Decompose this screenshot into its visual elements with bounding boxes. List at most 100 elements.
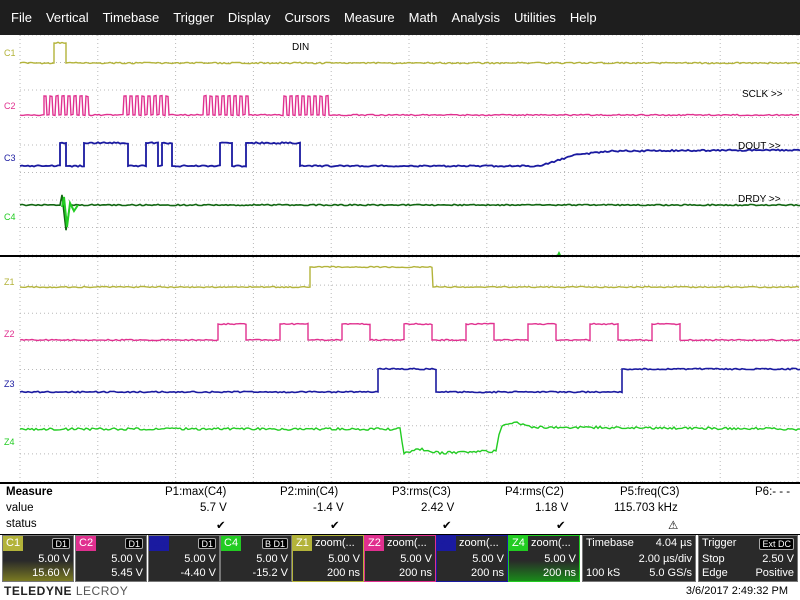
- param-p4-value: 1.18 V: [535, 502, 568, 514]
- param-p1-name[interactable]: P1:max(C4): [165, 486, 226, 498]
- descriptor-scale: 5.00 V: [256, 553, 288, 565]
- timebase-rate: 5.0 GS/s: [649, 567, 692, 579]
- trace-c2: [20, 96, 799, 116]
- label-drdy: DRDY >>: [738, 194, 781, 205]
- menu-measure[interactable]: Measure: [337, 0, 402, 35]
- label-c4: C4: [4, 212, 16, 222]
- descriptor-scale: 5.00 V: [111, 553, 143, 565]
- trace-c3: [20, 142, 800, 166]
- descriptor-scale: 5.00 V: [184, 553, 216, 565]
- param-p2-status-check-icon: ✔: [330, 518, 340, 532]
- trace-z2: [20, 323, 800, 340]
- timebase-delay: 4.04 µs: [656, 537, 692, 549]
- main-grid[interactable]: C1 C2 C3 C4 DIN SCLK >> DOUT >> DRDY >>: [0, 35, 800, 255]
- descriptor-tag: C3: [149, 536, 169, 551]
- descriptor-tag: Z2: [365, 536, 384, 551]
- trigger-descriptor[interactable]: Trigger Ext DC Stop 2.50 V Edge Positive: [698, 535, 798, 582]
- descriptor-z2[interactable]: Z2 zoom(... 5.00 V 200 ns: [364, 535, 436, 582]
- descriptor-c3[interactable]: C3 D1 5.00 V -4.40 V: [148, 535, 220, 582]
- param-p2-name[interactable]: P2:min(C4): [280, 486, 338, 498]
- label-c2: C2: [4, 101, 16, 111]
- descriptor-scale: 5.00 V: [38, 553, 70, 565]
- trigger-level: 2.50 V: [762, 553, 794, 565]
- label-z3: Z3: [4, 379, 15, 389]
- descriptor-tag: C4: [221, 536, 241, 551]
- menu-timebase[interactable]: Timebase: [96, 0, 167, 35]
- param-p3-value: 2.42 V: [421, 502, 454, 514]
- trace-z4: [20, 422, 800, 454]
- measure-panel: Measure P1:max(C4) P2:min(C4) P3:rms(C3)…: [0, 484, 800, 534]
- menu-utilities[interactable]: Utilities: [507, 0, 563, 35]
- descriptor-offset: 5.45 V: [111, 567, 143, 579]
- descriptor-badge: D1: [52, 538, 70, 549]
- descriptor-offset: 200 ns: [471, 567, 504, 579]
- menu-display[interactable]: Display: [221, 0, 278, 35]
- menu-bar: File Vertical Timebase Trigger Display Cursor…: [0, 0, 800, 35]
- date-time: 3/6/2017 2:49:32 PM: [686, 585, 788, 597]
- descriptor-tag: Z3: [437, 536, 456, 551]
- trace-z3: [20, 368, 800, 392]
- param-p5-value: 115.703 kHz: [614, 502, 678, 514]
- main-waveform-area[interactable]: C1 C2 C3 C4 DIN SCLK >> DOUT >> DRDY >>: [0, 35, 800, 255]
- descriptor-c1[interactable]: C1 D1 5.00 V 15.60 V: [2, 535, 74, 582]
- param-p5-name[interactable]: P5:freq(C3): [620, 486, 679, 498]
- label-sclk: SCLK >>: [742, 89, 783, 100]
- descriptor-c4[interactable]: C4 B D1 5.00 V -15.2 V: [220, 535, 292, 582]
- descriptor-tag: Z1: [293, 536, 312, 551]
- descriptor-zoom-label: zoom(...: [315, 537, 355, 549]
- descriptor-offset: -4.40 V: [181, 567, 216, 579]
- descriptor-z1[interactable]: Z1 zoom(... 5.00 V 200 ns: [292, 535, 364, 582]
- menu-vertical[interactable]: Vertical: [39, 0, 96, 35]
- label-z1: Z1: [4, 277, 15, 287]
- measure-status-label: status: [6, 518, 37, 530]
- descriptor-z3[interactable]: Z3 zoom(... 5.00 V 200 ns: [436, 535, 508, 582]
- descriptor-tag: C1: [3, 536, 23, 551]
- menu-math[interactable]: Math: [402, 0, 445, 35]
- timebase-label: Timebase: [586, 537, 634, 549]
- zoom-waveform-area[interactable]: Z1 Z2 Z3 Z4: [0, 257, 800, 482]
- descriptor-zoom-label: zoom(...: [459, 537, 499, 549]
- descriptor-z4[interactable]: Z4 zoom(... 5.00 V 200 ns: [508, 535, 580, 582]
- trigger-type: Edge: [702, 567, 728, 579]
- measure-title: Measure: [6, 486, 53, 498]
- trace-c1: [20, 42, 800, 63]
- param-p4-status-check-icon: ✔: [556, 518, 566, 532]
- param-p6-name[interactable]: P6:- - -: [755, 486, 790, 498]
- menu-analysis[interactable]: Analysis: [445, 0, 507, 35]
- label-c1: C1: [4, 48, 16, 58]
- descriptor-tag: C2: [76, 536, 96, 551]
- descriptor-tag: Z4: [509, 536, 528, 551]
- param-p5-status-warning-icon: ⚠: [668, 518, 678, 532]
- descriptor-offset: 200 ns: [543, 567, 576, 579]
- trigger-marker-icon: [556, 251, 562, 255]
- zoom-grid[interactable]: Z1 Z2 Z3 Z4: [0, 257, 800, 482]
- descriptor-offset: 15.60 V: [32, 567, 70, 579]
- label-z4: Z4: [4, 437, 15, 447]
- trigger-slope: Positive: [755, 567, 794, 579]
- label-c3: C3: [4, 153, 16, 163]
- menu-help[interactable]: Help: [563, 0, 604, 35]
- descriptor-scale: 5.00 V: [400, 553, 432, 565]
- descriptor-c2[interactable]: C2 D1 5.00 V 5.45 V: [75, 535, 147, 582]
- timebase-descriptor[interactable]: Timebase 4.04 µs 2.00 µs/div 100 kS 5.0 …: [582, 535, 696, 582]
- descriptor-offset: 200 ns: [399, 567, 432, 579]
- descriptor-scale: 5.00 V: [544, 553, 576, 565]
- trigger-coupling-badge: Ext DC: [759, 538, 794, 550]
- menu-cursors[interactable]: Cursors: [278, 0, 338, 35]
- descriptor-offset: -15.2 V: [253, 567, 288, 579]
- timebase-samples: 100 kS: [586, 567, 620, 579]
- label-z2: Z2: [4, 329, 15, 339]
- timebase-div: 2.00 µs/div: [639, 553, 692, 565]
- trigger-label: Trigger: [702, 537, 736, 549]
- trigger-mode: Stop: [702, 553, 725, 565]
- param-p4-name[interactable]: P4:rms(C2): [505, 486, 564, 498]
- param-p3-status-check-icon: ✔: [442, 518, 452, 532]
- descriptor-zoom-label: zoom(...: [387, 537, 427, 549]
- menu-trigger[interactable]: Trigger: [166, 0, 221, 35]
- descriptor-zoom-label: zoom(...: [531, 537, 571, 549]
- menu-file[interactable]: File: [4, 0, 39, 35]
- label-din: DIN: [292, 42, 309, 53]
- param-p3-name[interactable]: P3:rms(C3): [392, 486, 451, 498]
- param-p1-status-check-icon: ✔: [216, 518, 226, 532]
- descriptor-badge: B D1: [262, 538, 288, 549]
